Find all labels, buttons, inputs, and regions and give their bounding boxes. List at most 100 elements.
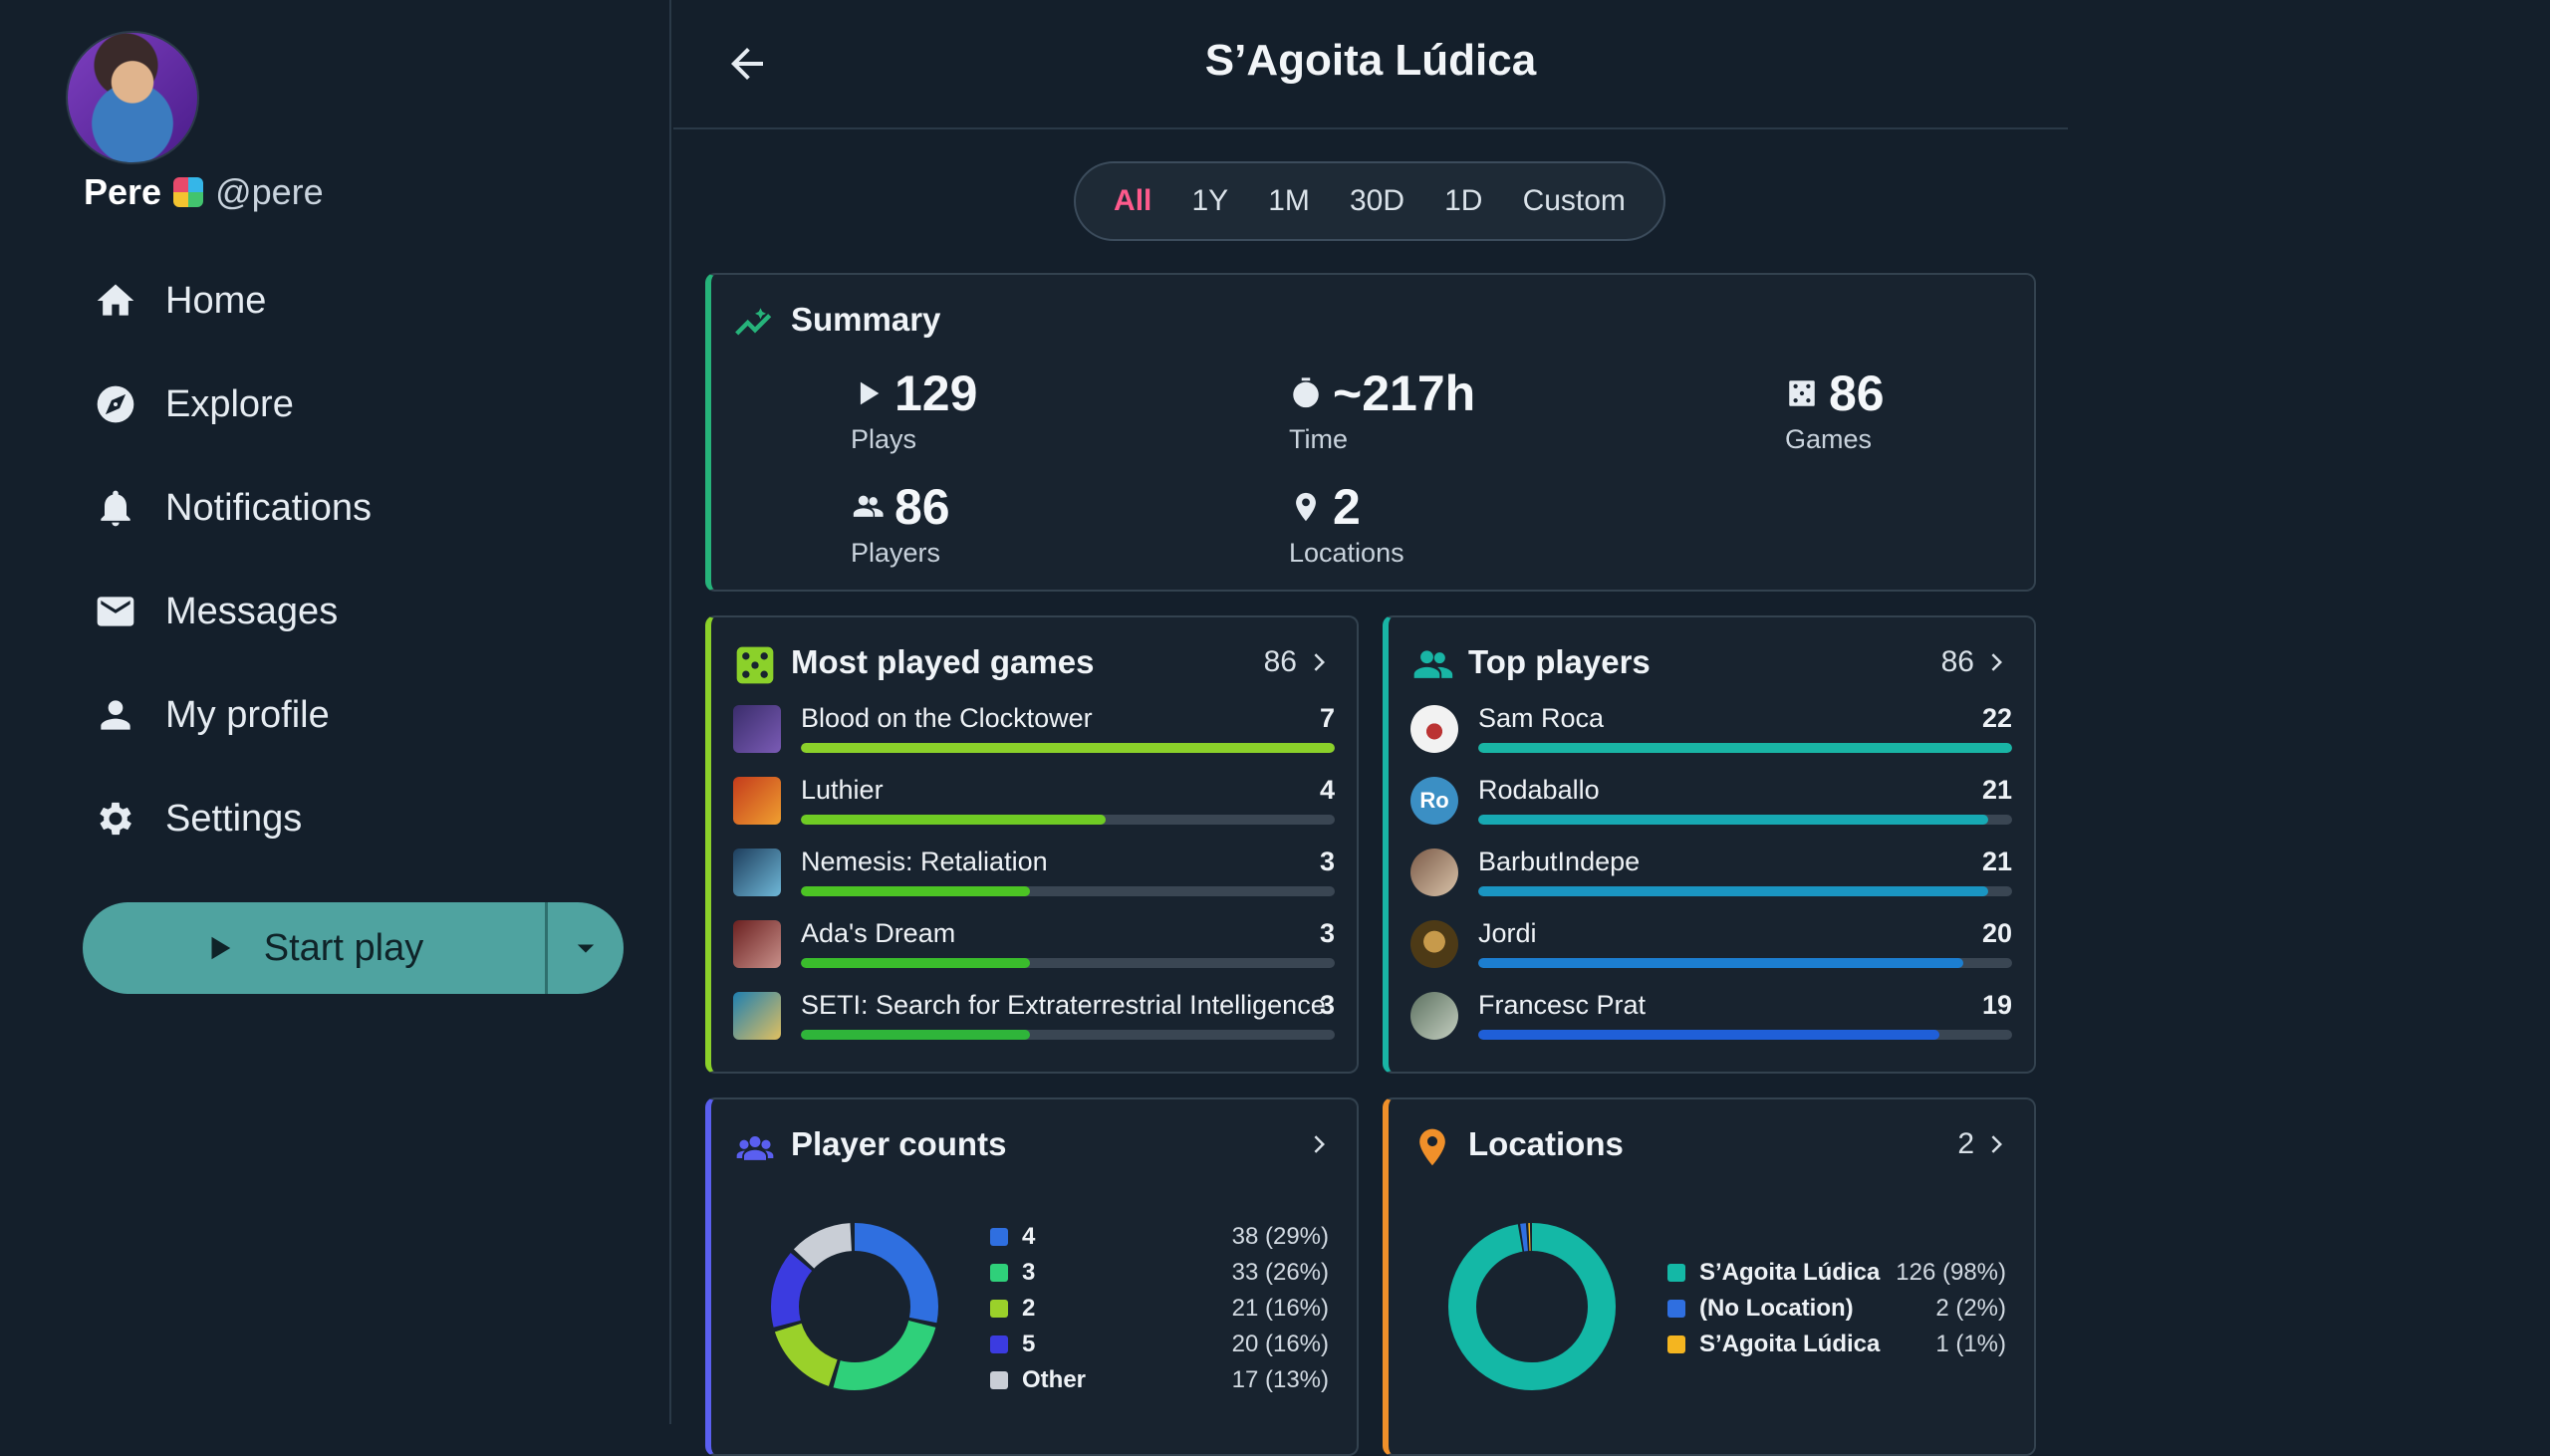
legend-value: 33 (26%) [1231, 1259, 1329, 1286]
locations-card[interactable]: Locations 2 S’Agoita Lúdica 126 (98%) (No … [1383, 1097, 2036, 1456]
chevron-right-icon[interactable] [1305, 1129, 1335, 1159]
game-row[interactable]: Blood on the Clocktower 7 [733, 703, 1335, 763]
most-played-games-card[interactable]: Most played games 86 Blood on the Clockt… [705, 615, 1359, 1074]
legend-swatch [1667, 1264, 1685, 1282]
stopwatch-icon [1293, 377, 1319, 408]
user-identity[interactable]: Pere @pere [84, 171, 324, 213]
game-play-count: 7 [1319, 703, 1335, 733]
progress-bar-track [1478, 815, 2012, 825]
range-option-custom[interactable]: Custom [1522, 184, 1626, 217]
chevron-right-icon[interactable] [1982, 1129, 2012, 1159]
summary-card: Summary 129 Plays ~217h Time 86 Games 86… [705, 273, 2036, 592]
legend-row: S’Agoita Lúdica 126 (98%) [1667, 1257, 2006, 1289]
player-counts-card[interactable]: Player counts 4 38 (29%) 3 33 (26%) 2 21 (16%… [705, 1097, 1359, 1456]
gear-icon [100, 802, 131, 836]
arrow-left-icon [731, 48, 763, 80]
top-players-card[interactable]: Top players 86 Sam Roca 22 Ro Rodaballo 21 Ba… [1383, 615, 2036, 1074]
time-range-selector: All 1Y 1M 30D 1D Custom [1074, 161, 1665, 241]
player-row[interactable]: Sam Roca 22 [1410, 703, 2012, 763]
stat-players: 86 Players [851, 478, 950, 569]
back-button[interactable] [723, 40, 771, 88]
game-row[interactable]: Nemesis: Retaliation 3 [733, 847, 1335, 906]
progress-bar-fill [1478, 815, 1988, 825]
range-option-30d[interactable]: 30D [1350, 184, 1405, 217]
game-thumbnail [733, 705, 781, 753]
start-play-button[interactable]: Start play [83, 902, 548, 994]
nav-settings[interactable]: Settings [94, 789, 302, 849]
player-row[interactable]: Francesc Prat 19 [1410, 990, 2012, 1050]
game-thumbnail [733, 849, 781, 896]
progress-bar-fill [1478, 743, 2012, 753]
progress-bar-track [801, 886, 1335, 896]
legend-label: Other [1022, 1366, 1087, 1393]
legend-row: 5 20 (16%) [990, 1329, 1329, 1360]
stat-players-value: 86 [894, 479, 950, 535]
progress-bar-fill [801, 958, 1030, 968]
game-name: Ada's Dream [801, 918, 956, 948]
progress-bar-track [801, 743, 1335, 753]
nav-messages[interactable]: Messages [94, 582, 338, 641]
legend-label: (No Location) [1699, 1295, 1854, 1322]
badge-icon [173, 177, 204, 207]
legend-row: Other 17 (13%) [990, 1364, 1329, 1396]
player-play-count: 22 [1981, 703, 2012, 733]
player-row[interactable]: Ro Rodaballo 21 [1410, 775, 2012, 835]
nav-label: Settings [165, 797, 303, 840]
player-counts-title: Player counts [791, 1125, 1007, 1162]
locations-legend: S’Agoita Lúdica 126 (98%) (No Location) 2 (… [1667, 1257, 2006, 1366]
stat-plays-value: 129 [894, 365, 978, 421]
progress-bar-fill [801, 743, 1335, 753]
progress-bar-fill [1478, 886, 1988, 896]
game-row[interactable]: SETI: Search for Extraterrestrial Intell… [733, 990, 1335, 1050]
donut-slice [771, 1223, 938, 1390]
caret-down-icon [577, 944, 595, 953]
stat-locations-label: Locations [1289, 538, 1404, 568]
chevron-right-icon[interactable] [1305, 647, 1335, 677]
range-option-1d[interactable]: 1D [1444, 184, 1483, 217]
game-row[interactable]: Ada's Dream 3 [733, 918, 1335, 978]
stat-time-value: ~217h [1333, 365, 1476, 421]
legend-value: 126 (98%) [1896, 1259, 2006, 1286]
progress-bar-track [801, 958, 1335, 968]
stat-plays: 129 Plays [851, 364, 977, 455]
range-option-1y[interactable]: 1Y [1191, 184, 1229, 217]
locations-title: Locations [1468, 1125, 1624, 1162]
nav-label: Explore [165, 382, 294, 425]
legend-label: S’Agoita Lúdica [1699, 1259, 1881, 1286]
nav-label: Home [165, 279, 267, 322]
donut-slice [771, 1223, 938, 1390]
nav-notifications[interactable]: Notifications [94, 478, 372, 538]
player-counts-donut [771, 1223, 938, 1390]
game-thumbnail [733, 992, 781, 1040]
user-avatar[interactable] [66, 31, 199, 164]
legend-swatch [990, 1264, 1008, 1282]
player-row[interactable]: Jordi 20 [1410, 918, 2012, 978]
donut-slice [771, 1223, 938, 1390]
player-avatar [1410, 920, 1458, 968]
legend-label: 3 [1022, 1259, 1036, 1286]
player-name: Rodaballo [1478, 775, 1600, 805]
summary-title: Summary [791, 301, 941, 338]
chevron-right-icon[interactable] [1982, 647, 2012, 677]
game-row[interactable]: Luthier 4 [733, 775, 1335, 835]
locations-donut [1448, 1223, 1616, 1390]
game-play-count: 3 [1319, 990, 1335, 1020]
legend-row: 2 21 (16%) [990, 1293, 1329, 1325]
nav-explore[interactable]: Explore [94, 374, 294, 434]
player-name: Jordi [1478, 918, 1537, 948]
range-option-1m[interactable]: 1M [1268, 184, 1310, 217]
progress-bar-fill [801, 815, 1107, 825]
progress-bar-track [801, 815, 1335, 825]
player-play-count: 19 [1981, 990, 2012, 1020]
range-option-all[interactable]: All [1114, 184, 1152, 217]
start-play-dropdown-button[interactable] [548, 902, 624, 994]
stat-plays-label: Plays [851, 424, 917, 454]
nav-home[interactable]: Home [94, 271, 266, 331]
nav-my-profile[interactable]: My profile [94, 685, 330, 745]
page-title: S’Agoita Lúdica [1204, 36, 1537, 85]
user-handle: @pere [215, 171, 324, 212]
legend-value: 1 (1%) [1935, 1331, 2006, 1357]
sidebar: Pere @pere Home Explore Notifications Me… [0, 0, 671, 1424]
progress-bar-fill [1478, 1030, 1939, 1040]
player-row[interactable]: BarbutIndepe 21 [1410, 847, 2012, 906]
